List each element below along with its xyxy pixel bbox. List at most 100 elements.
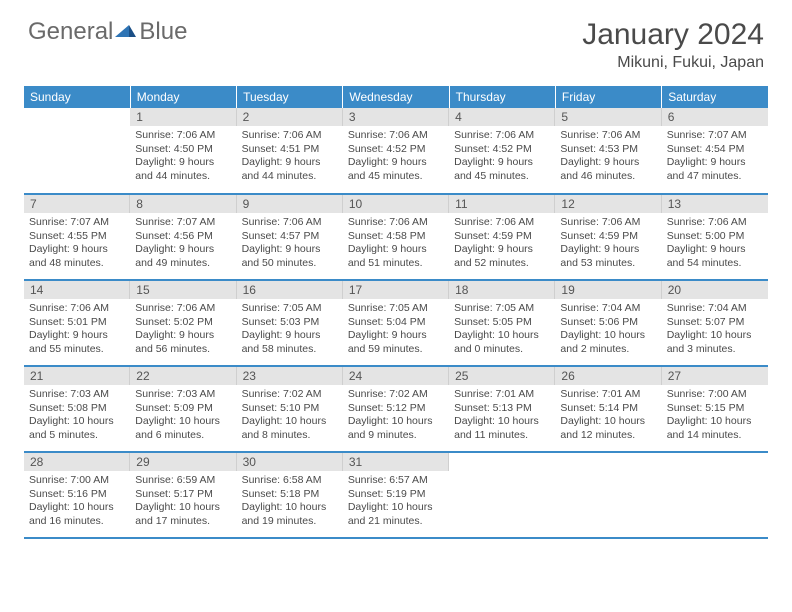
sunset-text: Sunset: 4:56 PM	[135, 230, 231, 244]
day-details: Sunrise: 7:06 AMSunset: 4:51 PMDaylight:…	[237, 126, 343, 188]
calendar-day-cell: 6Sunrise: 7:07 AMSunset: 4:54 PMDaylight…	[662, 108, 768, 194]
sunset-text: Sunset: 5:12 PM	[348, 402, 444, 416]
daylight-text: Daylight: 9 hours and 53 minutes.	[560, 243, 656, 270]
sunrise-text: Sunrise: 7:00 AM	[29, 474, 125, 488]
day-details: Sunrise: 7:00 AMSunset: 5:15 PMDaylight:…	[662, 385, 768, 447]
day-number: 5	[555, 108, 661, 126]
calendar-day-cell: 2Sunrise: 7:06 AMSunset: 4:51 PMDaylight…	[237, 108, 343, 194]
calendar-day-cell: 12Sunrise: 7:06 AMSunset: 4:59 PMDayligh…	[555, 194, 661, 280]
day-details: Sunrise: 6:58 AMSunset: 5:18 PMDaylight:…	[237, 471, 343, 533]
daylight-text: Daylight: 10 hours and 16 minutes.	[29, 501, 125, 528]
calendar-day-cell: 1Sunrise: 7:06 AMSunset: 4:50 PMDaylight…	[130, 108, 236, 194]
day-details	[555, 471, 661, 478]
sunset-text: Sunset: 4:55 PM	[29, 230, 125, 244]
sunrise-text: Sunrise: 7:06 AM	[454, 129, 550, 143]
calendar-day-cell: 17Sunrise: 7:05 AMSunset: 5:04 PMDayligh…	[343, 280, 449, 366]
sunrise-text: Sunrise: 7:06 AM	[29, 302, 125, 316]
day-details: Sunrise: 7:02 AMSunset: 5:12 PMDaylight:…	[343, 385, 449, 447]
day-details: Sunrise: 7:02 AMSunset: 5:10 PMDaylight:…	[237, 385, 343, 447]
sunset-text: Sunset: 5:08 PM	[29, 402, 125, 416]
calendar-day-cell: 7Sunrise: 7:07 AMSunset: 4:55 PMDaylight…	[24, 194, 130, 280]
sunrise-text: Sunrise: 7:06 AM	[242, 216, 338, 230]
brand-logo: General Blue	[28, 18, 187, 46]
sunset-text: Sunset: 5:19 PM	[348, 488, 444, 502]
day-details: Sunrise: 7:06 AMSunset: 4:59 PMDaylight:…	[449, 213, 555, 275]
daylight-text: Daylight: 9 hours and 50 minutes.	[242, 243, 338, 270]
sunset-text: Sunset: 5:00 PM	[667, 230, 763, 244]
calendar-day-cell: 4Sunrise: 7:06 AMSunset: 4:52 PMDaylight…	[449, 108, 555, 194]
brand-part1: General	[28, 18, 113, 46]
sunset-text: Sunset: 4:50 PM	[135, 143, 231, 157]
sunrise-text: Sunrise: 7:06 AM	[667, 216, 763, 230]
calendar-day-cell: 31Sunrise: 6:57 AMSunset: 5:19 PMDayligh…	[343, 452, 449, 538]
daylight-text: Daylight: 9 hours and 54 minutes.	[667, 243, 763, 270]
calendar-day-cell: 11Sunrise: 7:06 AMSunset: 4:59 PMDayligh…	[449, 194, 555, 280]
day-details: Sunrise: 7:06 AMSunset: 4:53 PMDaylight:…	[555, 126, 661, 188]
sunset-text: Sunset: 5:01 PM	[29, 316, 125, 330]
day-number: 12	[555, 195, 661, 213]
sunrise-text: Sunrise: 6:58 AM	[242, 474, 338, 488]
day-details: Sunrise: 7:05 AMSunset: 5:05 PMDaylight:…	[449, 299, 555, 361]
day-details: Sunrise: 7:06 AMSunset: 5:00 PMDaylight:…	[662, 213, 768, 275]
sunrise-text: Sunrise: 7:05 AM	[242, 302, 338, 316]
day-number: 3	[343, 108, 449, 126]
calendar-day-cell: 25Sunrise: 7:01 AMSunset: 5:13 PMDayligh…	[449, 366, 555, 452]
sunrise-text: Sunrise: 7:01 AM	[454, 388, 550, 402]
day-details: Sunrise: 7:06 AMSunset: 4:52 PMDaylight:…	[343, 126, 449, 188]
brand-part2: Blue	[139, 18, 187, 46]
day-details: Sunrise: 7:06 AMSunset: 4:50 PMDaylight:…	[130, 126, 236, 188]
sunrise-text: Sunrise: 7:05 AM	[454, 302, 550, 316]
calendar-day-cell: 14Sunrise: 7:06 AMSunset: 5:01 PMDayligh…	[24, 280, 130, 366]
calendar-table: Sunday Monday Tuesday Wednesday Thursday…	[24, 86, 768, 539]
day-details: Sunrise: 6:57 AMSunset: 5:19 PMDaylight:…	[343, 471, 449, 533]
day-details	[662, 471, 768, 478]
sunrise-text: Sunrise: 7:01 AM	[560, 388, 656, 402]
day-number: 13	[662, 195, 768, 213]
sunrise-text: Sunrise: 7:06 AM	[560, 216, 656, 230]
weekday-header-row: Sunday Monday Tuesday Wednesday Thursday…	[24, 86, 768, 108]
location: Mikuni, Fukui, Japan	[582, 54, 764, 72]
sunrise-text: Sunrise: 7:06 AM	[242, 129, 338, 143]
calendar-day-cell: 5Sunrise: 7:06 AMSunset: 4:53 PMDaylight…	[555, 108, 661, 194]
sunset-text: Sunset: 5:02 PM	[135, 316, 231, 330]
weekday-header: Friday	[555, 86, 661, 108]
daylight-text: Daylight: 9 hours and 45 minutes.	[348, 156, 444, 183]
calendar-day-cell	[24, 108, 130, 194]
day-details: Sunrise: 7:04 AMSunset: 5:07 PMDaylight:…	[662, 299, 768, 361]
sunrise-text: Sunrise: 7:03 AM	[135, 388, 231, 402]
day-number: 21	[24, 367, 130, 385]
month-title: January 2024	[582, 18, 764, 52]
day-number: 23	[237, 367, 343, 385]
sunset-text: Sunset: 4:53 PM	[560, 143, 656, 157]
sunset-text: Sunset: 5:10 PM	[242, 402, 338, 416]
calendar-day-cell	[449, 452, 555, 538]
sunset-text: Sunset: 5:17 PM	[135, 488, 231, 502]
day-number: 1	[130, 108, 236, 126]
daylight-text: Daylight: 9 hours and 47 minutes.	[667, 156, 763, 183]
day-number: 30	[237, 453, 343, 471]
calendar-day-cell: 10Sunrise: 7:06 AMSunset: 4:58 PMDayligh…	[343, 194, 449, 280]
calendar-day-cell: 16Sunrise: 7:05 AMSunset: 5:03 PMDayligh…	[237, 280, 343, 366]
daylight-text: Daylight: 10 hours and 8 minutes.	[242, 415, 338, 442]
daylight-text: Daylight: 9 hours and 51 minutes.	[348, 243, 444, 270]
sunset-text: Sunset: 5:14 PM	[560, 402, 656, 416]
calendar-day-cell: 18Sunrise: 7:05 AMSunset: 5:05 PMDayligh…	[449, 280, 555, 366]
day-number: 4	[449, 108, 555, 126]
calendar-day-cell: 27Sunrise: 7:00 AMSunset: 5:15 PMDayligh…	[662, 366, 768, 452]
daylight-text: Daylight: 10 hours and 21 minutes.	[348, 501, 444, 528]
weekday-header: Thursday	[449, 86, 555, 108]
sunrise-text: Sunrise: 7:02 AM	[242, 388, 338, 402]
sunset-text: Sunset: 4:58 PM	[348, 230, 444, 244]
sunset-text: Sunset: 4:52 PM	[348, 143, 444, 157]
sunrise-text: Sunrise: 7:04 AM	[667, 302, 763, 316]
day-number	[449, 453, 555, 471]
day-number: 31	[343, 453, 449, 471]
day-number	[24, 108, 130, 126]
day-number: 29	[130, 453, 236, 471]
calendar-day-cell: 22Sunrise: 7:03 AMSunset: 5:09 PMDayligh…	[130, 366, 236, 452]
sunrise-text: Sunrise: 7:05 AM	[348, 302, 444, 316]
sunset-text: Sunset: 5:05 PM	[454, 316, 550, 330]
daylight-text: Daylight: 9 hours and 52 minutes.	[454, 243, 550, 270]
day-details: Sunrise: 7:07 AMSunset: 4:56 PMDaylight:…	[130, 213, 236, 275]
daylight-text: Daylight: 9 hours and 56 minutes.	[135, 329, 231, 356]
